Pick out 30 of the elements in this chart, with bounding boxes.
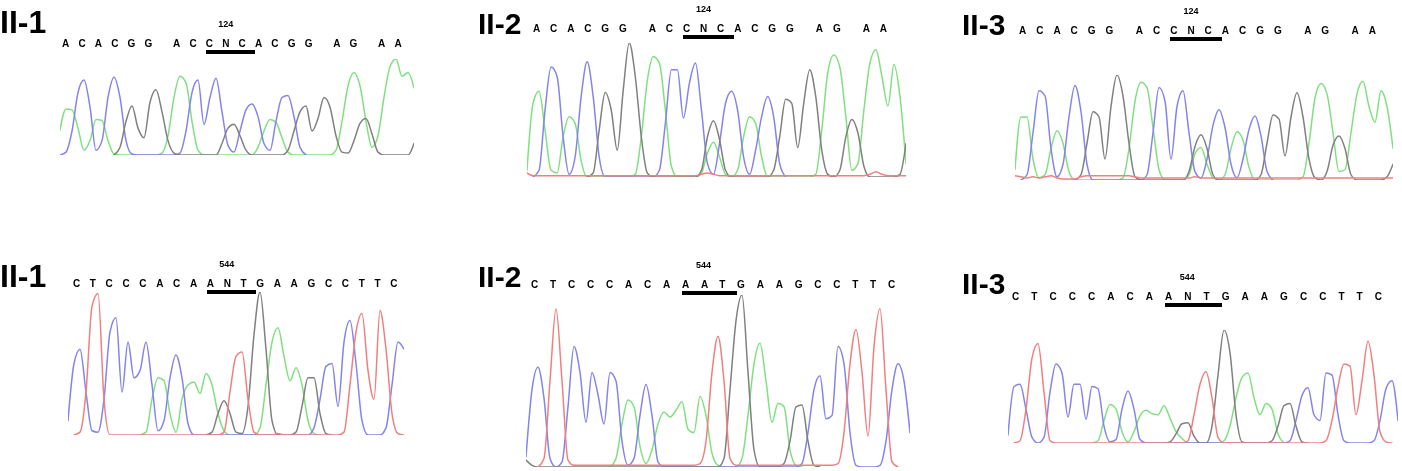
text: 124: [696, 4, 712, 14]
chart-title: II-3: [962, 267, 1006, 300]
text: ACACGG AC: [533, 23, 683, 34]
chart-title: II-1: [0, 258, 47, 294]
chart-title: II-3: [962, 8, 1006, 41]
text: CNC: [205, 38, 255, 54]
text: 544: [696, 260, 712, 270]
text: CTCCCACA: [1012, 291, 1166, 302]
text: CNC: [1170, 25, 1222, 41]
text: ACACGG AC: [1019, 25, 1171, 36]
chart-title: II-2: [478, 260, 522, 293]
text: CTCCCACA: [531, 279, 682, 290]
text: ANT: [206, 278, 257, 294]
text: CTCCCACA: [73, 278, 207, 289]
text: ANT: [1165, 291, 1222, 307]
text: ACGG AG AA: [1221, 25, 1386, 36]
text: ACGG AG AA: [734, 23, 897, 34]
text: GAAGCCTTC: [737, 279, 908, 290]
text: 124: [218, 19, 234, 29]
text: GAAGCCTTC: [1221, 291, 1395, 302]
text: AAT: [681, 279, 738, 295]
text: ACACGG AC: [62, 38, 206, 49]
text: ACGG AG AA: [254, 38, 411, 49]
text: 544: [1179, 272, 1195, 282]
text: 544: [219, 259, 235, 269]
chart-title: II-1: [0, 4, 47, 40]
text: CNC: [682, 23, 735, 39]
text: 124: [1183, 6, 1199, 16]
text: GAAGCCTTC: [256, 278, 408, 289]
chart-title: II-2: [478, 7, 522, 40]
